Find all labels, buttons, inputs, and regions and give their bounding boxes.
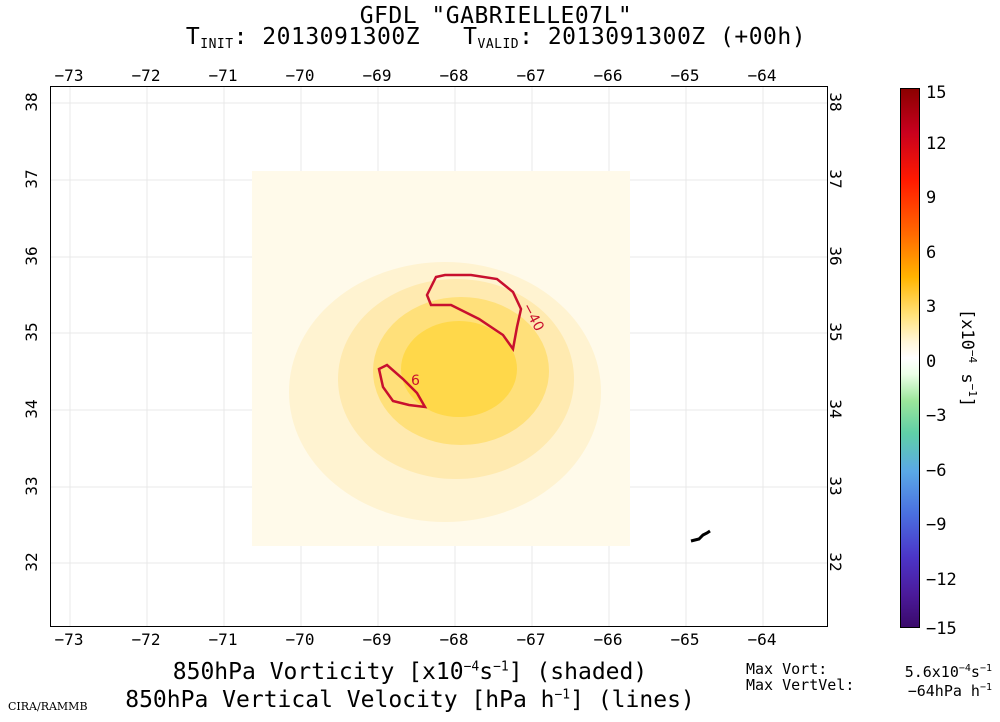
lat-tick-right: 38 bbox=[826, 92, 846, 112]
vv-exp: −1 bbox=[979, 682, 992, 693]
init-value: : 2013091300Z bbox=[233, 24, 421, 50]
caption1-exp1: −4 bbox=[463, 659, 480, 675]
lon-tick-bottom: −66 bbox=[593, 630, 623, 649]
lat-tick-left: 33 bbox=[22, 476, 42, 496]
map-canvas: −40 6 bbox=[51, 87, 827, 626]
max-vort-label: Max Vort: bbox=[746, 660, 828, 678]
colorbar-label: −3 bbox=[926, 406, 947, 426]
colorbar-label: −6 bbox=[926, 461, 947, 481]
lon-tick-top: −72 bbox=[131, 66, 161, 85]
colorbar-label: 12 bbox=[926, 134, 947, 154]
colorbar bbox=[900, 88, 920, 628]
map-frame: −40 6 bbox=[50, 86, 828, 627]
caption2-b: ] (lines) bbox=[570, 687, 695, 713]
vertical-velocity-contour-neg40 bbox=[425, 273, 523, 353]
vort-b: s bbox=[970, 663, 980, 681]
max-vertvel-label: Max VertVel: bbox=[746, 676, 855, 694]
lat-tick-right: 32 bbox=[826, 552, 846, 572]
lon-tick-top: −73 bbox=[54, 66, 84, 85]
lat-tick-right: 37 bbox=[826, 169, 846, 189]
max-vertvel-value: −64hPa h−1 bbox=[874, 680, 992, 699]
vorticity-core bbox=[401, 321, 517, 417]
caption1-b: s bbox=[479, 659, 494, 685]
cb-unit-exp1: −4 bbox=[965, 349, 979, 364]
lon-tick-top: −64 bbox=[747, 66, 777, 85]
lon-tick-bottom: −70 bbox=[285, 630, 315, 649]
valid-value: : 2013091300Z (+00h) bbox=[519, 24, 807, 50]
lon-tick-top: −71 bbox=[208, 66, 238, 85]
cb-unit-exp2: −1 bbox=[965, 383, 979, 397]
init-sub: INIT bbox=[200, 37, 234, 52]
lon-tick-top: −70 bbox=[285, 66, 315, 85]
map-title: GFDL "GABRIELLE07L" bbox=[359, 3, 633, 29]
valid-label: T bbox=[463, 24, 478, 50]
lon-tick-bottom: −72 bbox=[131, 630, 161, 649]
caption1-c: ] (shaded) bbox=[508, 659, 648, 685]
colorbar-label: 3 bbox=[926, 297, 937, 317]
lon-tick-bottom: −69 bbox=[362, 630, 392, 649]
cb-unit-mid: s bbox=[957, 363, 978, 384]
vv-a: −64hPa h bbox=[907, 682, 980, 700]
caption2-a: 850hPa Vertical Velocity [hPa h bbox=[125, 687, 555, 713]
lat-tick-right: 36 bbox=[826, 246, 846, 266]
lon-tick-bottom: −64 bbox=[747, 630, 777, 649]
colorbar-label: 6 bbox=[926, 243, 937, 263]
colorbar-label: 9 bbox=[926, 188, 937, 208]
stats-values: 5.6x10−4s−1 −64hPa h−1 bbox=[874, 661, 992, 699]
caption-vertical-velocity: 850hPa Vertical Velocity [hPa h−1] (line… bbox=[110, 687, 710, 713]
cb-unit-prefix: [x10 bbox=[957, 308, 978, 350]
colorbar-label: −12 bbox=[926, 570, 957, 590]
lon-tick-top: −66 bbox=[593, 66, 623, 85]
caption2-exp: −1 bbox=[554, 687, 571, 703]
stats-labels: Max Vort: Max VertVel: bbox=[746, 661, 854, 693]
cb-unit-suffix: ] bbox=[957, 396, 978, 408]
black-contour-fragment bbox=[690, 529, 711, 543]
max-vort-value: 5.6x10−4s−1 bbox=[874, 661, 992, 680]
caption1-a: 850hPa Vorticity [x10 bbox=[172, 659, 464, 685]
lat-tick-right: 35 bbox=[826, 322, 846, 342]
lat-tick-left: 35 bbox=[22, 322, 42, 342]
credit-label: CIRA/RAMMB bbox=[8, 700, 88, 713]
caption1-exp2: −1 bbox=[493, 659, 509, 675]
lat-tick-left: 32 bbox=[22, 552, 42, 572]
colorbar-label: −15 bbox=[926, 619, 957, 639]
lat-tick-right: 34 bbox=[826, 399, 846, 419]
lon-tick-bottom: −65 bbox=[670, 630, 700, 649]
valid-sub: VALID bbox=[477, 37, 520, 52]
vertical-velocity-contour-pos6 bbox=[377, 363, 428, 409]
caption-vorticity: 850hPa Vorticity [x10−4s−1] (shaded) bbox=[110, 659, 710, 685]
lon-tick-bottom: −68 bbox=[439, 630, 469, 649]
lon-tick-bottom: −73 bbox=[54, 630, 84, 649]
contour-label-6: 6 bbox=[411, 373, 420, 389]
colorbar-label: 15 bbox=[926, 83, 947, 103]
lon-tick-top: −68 bbox=[439, 66, 469, 85]
lat-tick-left: 38 bbox=[22, 92, 42, 112]
lon-tick-top: −65 bbox=[670, 66, 700, 85]
lon-tick-bottom: −67 bbox=[516, 630, 546, 649]
lat-tick-left: 37 bbox=[22, 169, 42, 189]
init-label: T bbox=[185, 24, 201, 50]
vort-exp2: −1 bbox=[979, 663, 992, 674]
colorbar-label: 0 bbox=[926, 352, 937, 372]
vort-a: 5.6x10 bbox=[904, 663, 959, 681]
lon-tick-top: −67 bbox=[516, 66, 546, 85]
colorbar-unit: [x10−4 s−1] bbox=[957, 309, 979, 407]
lon-tick-top: −69 bbox=[362, 66, 392, 85]
lat-tick-right: 33 bbox=[826, 476, 846, 496]
map-time-info: TINIT: 2013091300Z TVALID: 2013091300Z (… bbox=[0, 24, 996, 58]
vort-exp1: −4 bbox=[958, 663, 971, 674]
lat-tick-left: 34 bbox=[22, 399, 42, 419]
lat-tick-left: 36 bbox=[22, 246, 42, 266]
colorbar-label: −9 bbox=[926, 515, 947, 535]
lon-tick-bottom: −71 bbox=[208, 630, 238, 649]
